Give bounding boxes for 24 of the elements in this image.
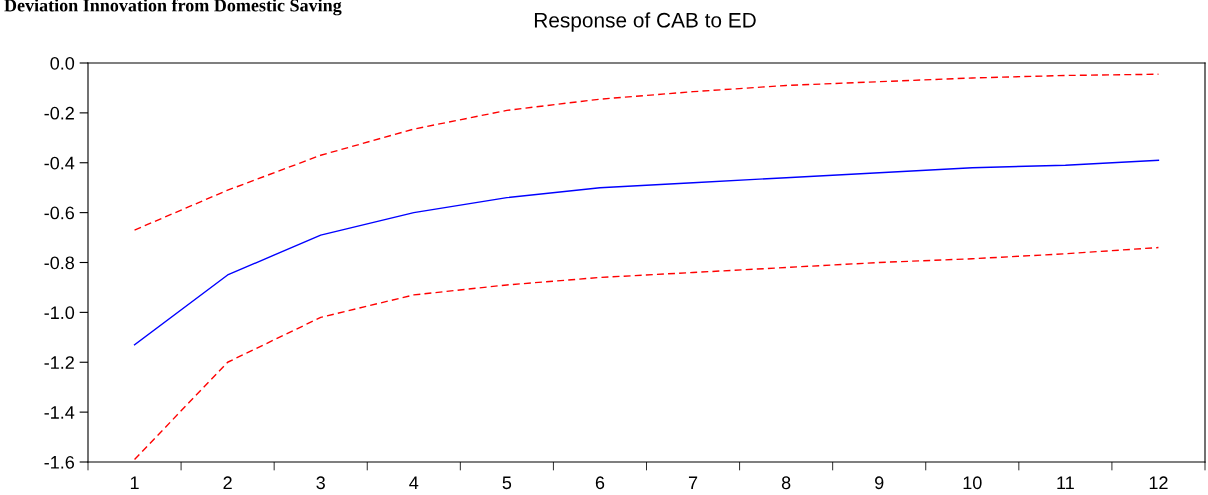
y-tick-label: -0.4 — [44, 156, 75, 170]
x-tick-label: 6 — [595, 476, 605, 490]
x-tick-label: 5 — [502, 476, 512, 490]
x-tick-label: 11 — [1057, 476, 1074, 489]
x-tick-label: 7 — [688, 476, 698, 489]
line-series — [133, 159, 1160, 346]
y-tick-label: -0.2 — [44, 106, 74, 120]
x-tick-label: 8 — [781, 476, 791, 490]
x-tick-label: 1 — [130, 476, 139, 489]
y-tick-label: -1.0 — [44, 306, 75, 320]
y-tick-label: -0.6 — [44, 206, 75, 220]
line-series — [133, 246, 1160, 461]
x-tick-label: 10 — [963, 476, 982, 490]
y-tick-label: 0.0 — [50, 56, 75, 70]
x-tick-label: 12 — [1149, 476, 1168, 489]
chart-title: Response of CAB to ED — [534, 12, 756, 32]
x-tick-label: 3 — [316, 476, 325, 490]
y-tick-label: -1.6 — [44, 455, 75, 469]
y-tick-label: -1.2 — [44, 356, 74, 369]
x-tick-label: 2 — [223, 476, 232, 489]
x-tick-label: 4 — [409, 476, 419, 489]
x-tick-label: 9 — [875, 476, 884, 490]
y-tick-label: -1.4 — [44, 406, 75, 419]
y-tick-label: -0.8 — [44, 256, 75, 270]
